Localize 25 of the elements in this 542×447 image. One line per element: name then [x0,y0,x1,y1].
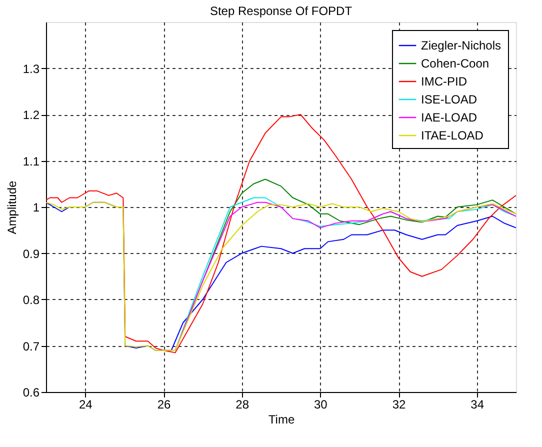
y-tick-label: 1.2 [22,108,40,122]
x-tick-label: 28 [236,398,250,412]
x-tick-label: 24 [78,398,93,412]
x-tick-label: 32 [392,398,406,412]
line-series [46,202,516,351]
legend-label: ITAE-LOAD [421,128,484,142]
legend-label: ISE-LOAD [421,92,478,106]
y-tick-label: 0.6 [22,386,40,400]
legend-label: Ziegler-Nichols [421,38,502,52]
x-tick-label: 26 [157,398,171,412]
y-tick-label: 1 [32,200,40,214]
legend-label: IAE-LOAD [421,110,478,124]
legend-label: IMC-PID [421,74,468,88]
x-tick-label: 34 [470,398,484,412]
line-series [46,114,516,354]
y-tick-label: 0.7 [22,339,40,354]
legend-label: Cohen-Coon [421,56,490,70]
y-tick-label: 0.8 [22,293,40,307]
chart-title: Step Response Of FOPDT [210,4,353,18]
y-axis-title: Amplitude [4,180,19,234]
y-tick-label: 1.3 [22,62,40,76]
x-axis-title: Time [268,412,295,426]
x-tick-label: 30 [314,398,328,412]
y-tick-label: 1.1 [22,154,40,168]
y-tick-label: 0.9 [22,246,40,261]
